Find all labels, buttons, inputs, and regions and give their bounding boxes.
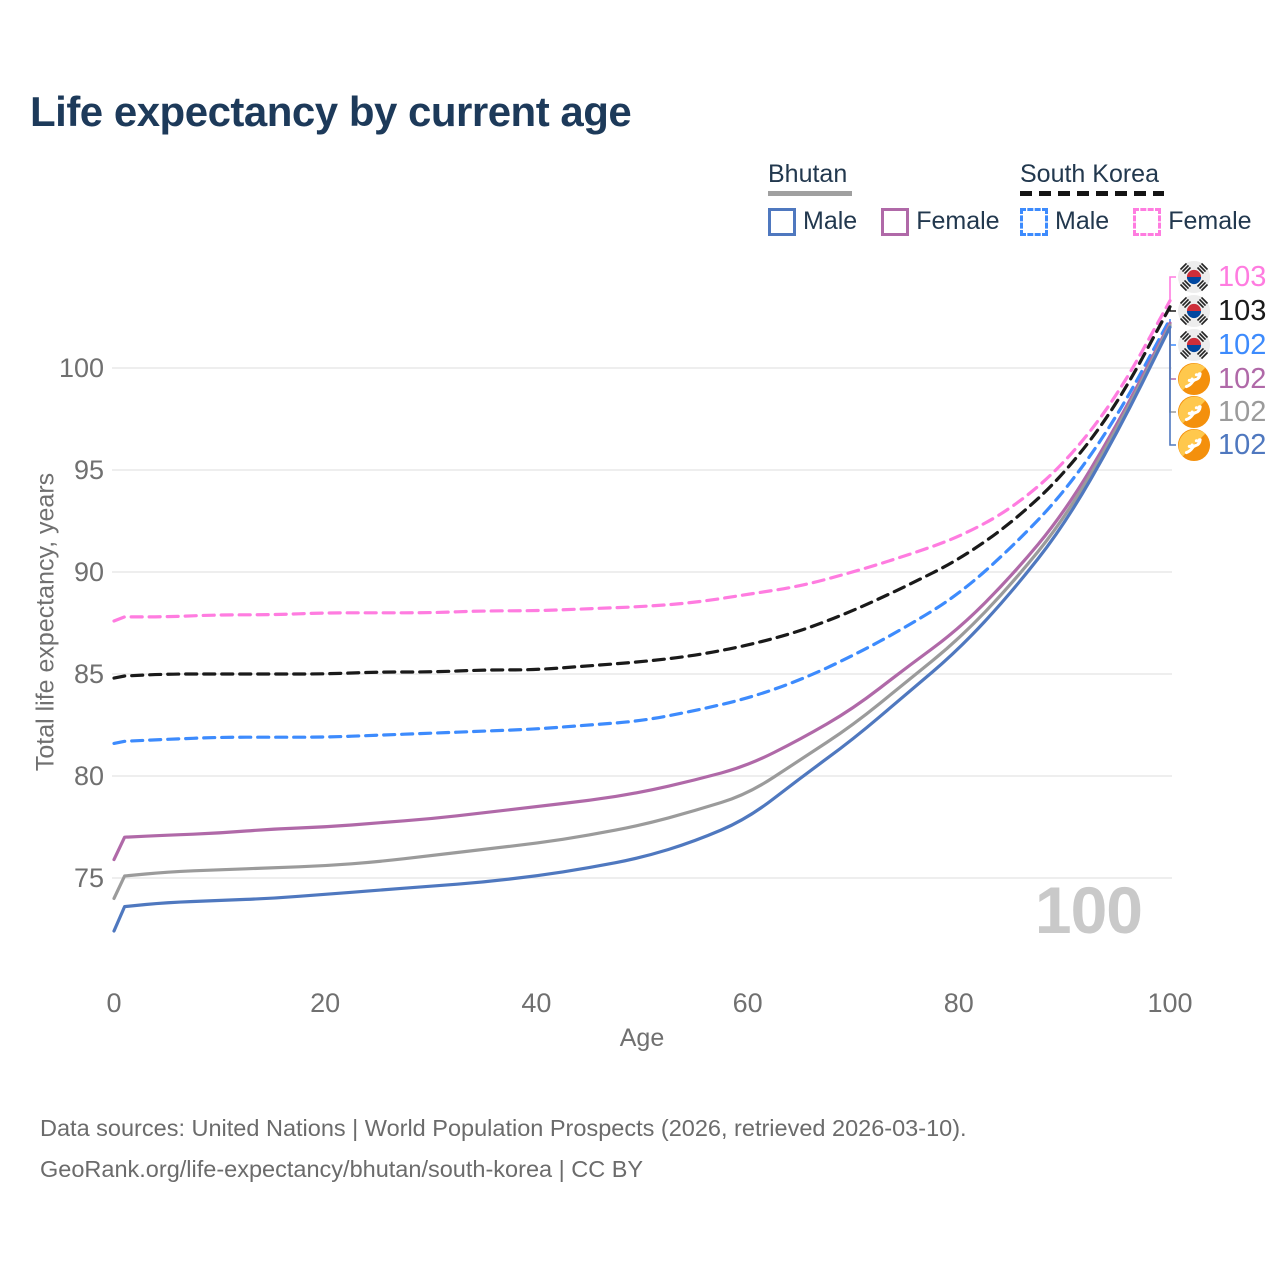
end-label: 102: [1177, 327, 1266, 363]
y-tick-label: 75: [73, 863, 104, 893]
end-label-value: 102: [1218, 396, 1267, 428]
legend-item-label: Female: [1168, 207, 1252, 235]
end-label: 102: [1177, 427, 1266, 463]
end-label-leader: [1169, 276, 1176, 301]
south-korea-flag-icon: [1177, 294, 1211, 328]
legend-item-south-korea-male[interactable]: Male: [1020, 207, 1109, 236]
y-tick-label: 90: [73, 557, 104, 587]
legend-line-sample-dashed: [1020, 191, 1164, 196]
x-tick-label: 0: [106, 988, 122, 1018]
legend-line-sample-solid: [768, 191, 852, 196]
y-tick-label: 80: [73, 761, 104, 791]
legend-group-bhutan: Bhutan Male Female: [768, 160, 1000, 236]
end-label-value: 103: [1218, 261, 1267, 293]
legend-item-label: Male: [803, 207, 858, 235]
bhutan-flag-icon: [1177, 428, 1211, 462]
south-korea-flag-icon: [1177, 328, 1211, 362]
data-sources-line: Data sources: United Nations | World Pop…: [40, 1115, 967, 1141]
page-title: Life expectancy by current age: [30, 88, 632, 135]
end-label-value: 103: [1218, 295, 1267, 327]
south-korea-flag-icon: [1177, 260, 1211, 294]
end-label-value: 102: [1218, 429, 1267, 461]
legend-item-label: Female: [916, 207, 1000, 235]
swatch-bhutan-male: [768, 207, 796, 236]
x-tick-label: 60: [732, 988, 763, 1018]
attribution-line: GeoRank.org/life-expectancy/bhutan/south…: [40, 1155, 644, 1182]
x-tick-label: 100: [1147, 988, 1193, 1018]
legend-item-bhutan-female[interactable]: Female: [881, 207, 1000, 236]
legend-title-south-korea: South Korea: [1020, 160, 1159, 188]
bhutan-flag-icon: [1177, 362, 1211, 396]
bhutan-flag-icon: [1177, 395, 1211, 429]
end-label: 102: [1177, 394, 1266, 430]
legend-item-south-korea-female[interactable]: Female: [1133, 207, 1252, 236]
end-label: 102: [1177, 361, 1266, 397]
x-tick-label: 40: [521, 988, 552, 1018]
x-tick-label: 20: [310, 988, 341, 1018]
legend-title-bhutan: Bhutan: [768, 160, 848, 188]
end-label-value: 102: [1218, 363, 1267, 395]
y-tick-label: 95: [73, 455, 104, 485]
y-tick-label: 85: [73, 659, 104, 689]
series-line-bhutan-female: [112, 321, 1172, 862]
x-axis-title: Age: [619, 1024, 665, 1052]
series-line-bhutan-both-sexes-: [112, 323, 1172, 900]
y-axis-title: Total life expectancy, years: [31, 472, 60, 772]
swatch-south-korea-female: [1133, 207, 1162, 236]
end-label-value: 102: [1218, 329, 1267, 361]
legend-group-south-korea: South Korea Male Female: [1020, 160, 1252, 236]
legend-item-label: Male: [1055, 207, 1110, 235]
series-line-bhutan-male: [112, 325, 1172, 933]
age-counter-watermark: 100: [1034, 873, 1143, 947]
swatch-south-korea-male: [1020, 207, 1048, 236]
x-tick-label: 80: [943, 988, 974, 1018]
swatch-bhutan-female: [881, 207, 910, 236]
source-attribution: Data sources: United Nations | World Pop…: [40, 1108, 967, 1189]
end-label-leader: [1169, 327, 1176, 446]
legend-item-bhutan-male[interactable]: Male: [768, 207, 857, 236]
series-line-south-korea-female: [112, 299, 1172, 623]
end-label-leader: [1169, 323, 1176, 380]
end-label: 103: [1177, 293, 1266, 329]
y-tick-label: 100: [58, 353, 104, 383]
series-line-south-korea-both-sexes-: [112, 305, 1172, 680]
series-line-south-korea-male: [112, 317, 1172, 745]
end-label: 103: [1177, 259, 1266, 295]
